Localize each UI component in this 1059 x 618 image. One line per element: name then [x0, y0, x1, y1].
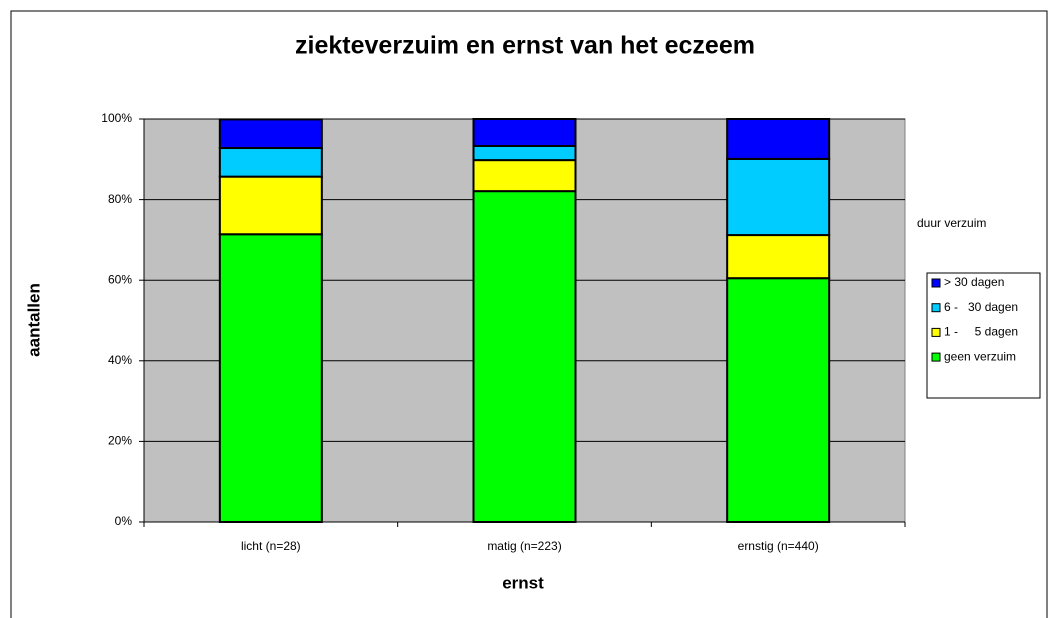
y-tick-label: 60% — [108, 272, 132, 286]
legend-swatch — [931, 278, 941, 288]
legend-label: 6 - 30 dagen — [944, 300, 1018, 314]
legend-label: > 30 dagen — [944, 275, 1004, 289]
bar-segment — [218, 118, 323, 150]
bar-segment — [726, 157, 831, 237]
legend-swatch — [931, 352, 941, 362]
bar-segment — [472, 159, 577, 193]
x-tick-label: licht (n=28) — [241, 539, 301, 553]
bar-segment — [218, 175, 323, 236]
legend-title: duur verzuim — [917, 216, 986, 230]
bar-segment — [726, 234, 831, 280]
chart-border — [10, 10, 1048, 618]
y-tick-label: 40% — [108, 353, 132, 367]
chart-title: ziekteverzuim en ernst van het eczeem — [295, 32, 755, 60]
y-axis-title: aantallen — [24, 283, 43, 357]
bar-segment — [472, 118, 577, 148]
legend-swatch — [931, 327, 941, 337]
x-tick-label: matig (n=223) — [487, 539, 561, 553]
bar-segment — [726, 277, 831, 523]
legend-box — [926, 272, 1041, 399]
bar-segment — [472, 145, 577, 162]
bar-segment — [472, 190, 577, 523]
y-tick-label: 20% — [108, 434, 132, 448]
legend-label: 1 - 5 dagen — [944, 325, 1018, 339]
y-tick-label: 100% — [101, 111, 132, 125]
bar-segment — [218, 233, 323, 523]
bar-segment — [726, 118, 831, 160]
y-tick-label: 0% — [115, 514, 133, 528]
legend-label: geen verzuim — [944, 349, 1016, 363]
bar-segment — [218, 147, 323, 178]
legend-swatch — [931, 303, 941, 313]
x-axis-title: ernst — [502, 573, 544, 592]
y-tick-label: 80% — [108, 192, 132, 206]
x-tick-label: ernstig (n=440) — [738, 539, 819, 553]
